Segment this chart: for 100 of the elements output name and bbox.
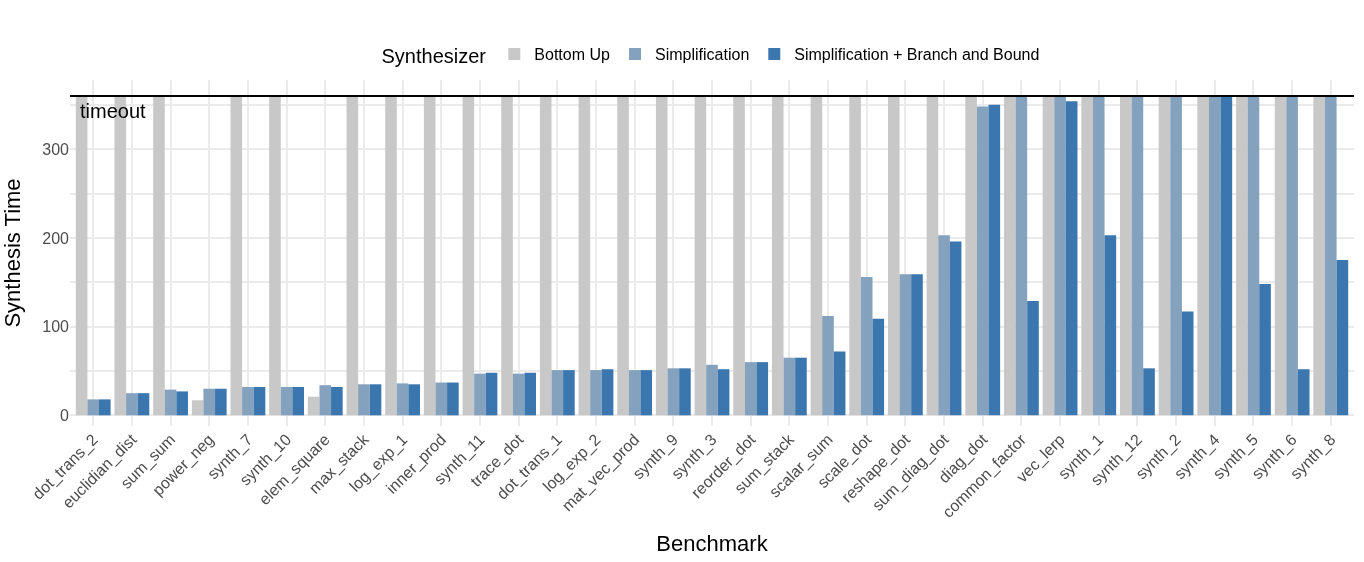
bar bbox=[87, 399, 100, 416]
bar bbox=[1081, 95, 1093, 416]
bar bbox=[733, 95, 745, 416]
bar bbox=[887, 95, 900, 416]
legend-label: Bottom Up bbox=[534, 46, 611, 64]
bar bbox=[524, 372, 537, 416]
bar bbox=[965, 95, 977, 416]
bar bbox=[292, 386, 304, 416]
legend-label: Simplification + Branch and Bound bbox=[794, 46, 1040, 64]
bar bbox=[1104, 235, 1117, 416]
bar bbox=[1054, 95, 1066, 416]
y-tick-label: 0 bbox=[60, 406, 70, 424]
legend-title: Synthesizer bbox=[381, 45, 487, 68]
bar bbox=[485, 372, 498, 416]
bar bbox=[617, 95, 629, 416]
bar bbox=[164, 389, 177, 416]
bar bbox=[1158, 95, 1171, 416]
y-tick-label: 300 bbox=[42, 140, 70, 158]
bar bbox=[706, 364, 718, 416]
bar bbox=[319, 385, 332, 416]
bar bbox=[551, 370, 564, 416]
bar bbox=[512, 373, 525, 416]
y-tick-label: 200 bbox=[42, 229, 70, 247]
bar bbox=[717, 369, 730, 416]
bar bbox=[655, 95, 668, 416]
bar bbox=[810, 95, 823, 416]
bar bbox=[1143, 368, 1155, 416]
bar bbox=[988, 104, 1001, 416]
y-tick-label: 100 bbox=[42, 318, 70, 336]
bar bbox=[744, 362, 757, 416]
bar bbox=[860, 276, 873, 416]
bar bbox=[396, 383, 409, 416]
y-axis-title: Synthesis Time bbox=[0, 178, 26, 328]
bar bbox=[1220, 95, 1233, 416]
bar bbox=[126, 393, 138, 416]
bar bbox=[1197, 95, 1209, 416]
bar bbox=[756, 362, 769, 416]
bar bbox=[1092, 95, 1105, 416]
bar bbox=[590, 370, 602, 416]
bar bbox=[191, 400, 204, 416]
bar bbox=[1313, 95, 1325, 416]
bar bbox=[99, 399, 111, 416]
bar bbox=[423, 95, 436, 416]
bar bbox=[640, 370, 653, 416]
bar bbox=[976, 106, 989, 416]
bar bbox=[771, 95, 784, 416]
bar bbox=[1208, 95, 1221, 416]
bar bbox=[1170, 95, 1182, 416]
bar bbox=[269, 95, 281, 416]
bar bbox=[926, 95, 939, 416]
bar bbox=[242, 386, 254, 416]
bar bbox=[1274, 95, 1287, 416]
bar bbox=[253, 386, 266, 416]
bar bbox=[203, 388, 216, 416]
bar bbox=[1065, 101, 1078, 416]
bar bbox=[137, 393, 150, 416]
bar bbox=[679, 368, 691, 416]
bar bbox=[153, 95, 165, 416]
bar bbox=[1015, 95, 1028, 416]
bar bbox=[833, 351, 846, 416]
bar bbox=[563, 370, 575, 416]
bar bbox=[1336, 260, 1349, 416]
bar bbox=[447, 382, 459, 416]
bar bbox=[369, 384, 382, 416]
bar bbox=[1259, 284, 1271, 416]
bar bbox=[849, 95, 861, 416]
bar bbox=[462, 95, 475, 416]
bar bbox=[899, 274, 912, 416]
bar bbox=[215, 388, 227, 416]
bar bbox=[1003, 95, 1016, 416]
bar bbox=[1181, 311, 1194, 416]
bar bbox=[694, 95, 707, 416]
bar bbox=[408, 384, 421, 416]
bar bbox=[501, 95, 513, 416]
bar bbox=[1027, 300, 1039, 416]
bar bbox=[601, 369, 614, 416]
bar bbox=[346, 95, 359, 416]
bar bbox=[795, 357, 807, 416]
bar bbox=[1042, 95, 1055, 416]
bar bbox=[1236, 95, 1248, 416]
bar bbox=[1247, 95, 1260, 416]
bar bbox=[435, 382, 448, 416]
bar bbox=[307, 396, 320, 416]
bar bbox=[911, 274, 923, 416]
bar bbox=[949, 241, 962, 416]
bar bbox=[1286, 95, 1298, 416]
bar bbox=[385, 95, 397, 416]
bar bbox=[822, 315, 834, 416]
ref-line-label: timeout bbox=[80, 100, 147, 122]
bar bbox=[783, 357, 796, 416]
bar bbox=[578, 95, 591, 416]
bar bbox=[539, 95, 552, 416]
x-axis-title: Benchmark bbox=[656, 531, 769, 557]
bar bbox=[474, 373, 486, 416]
bar bbox=[280, 386, 293, 416]
bar bbox=[331, 386, 343, 416]
bar bbox=[628, 370, 641, 416]
bar bbox=[872, 318, 885, 416]
bar bbox=[1120, 95, 1132, 416]
bar bbox=[938, 235, 950, 416]
